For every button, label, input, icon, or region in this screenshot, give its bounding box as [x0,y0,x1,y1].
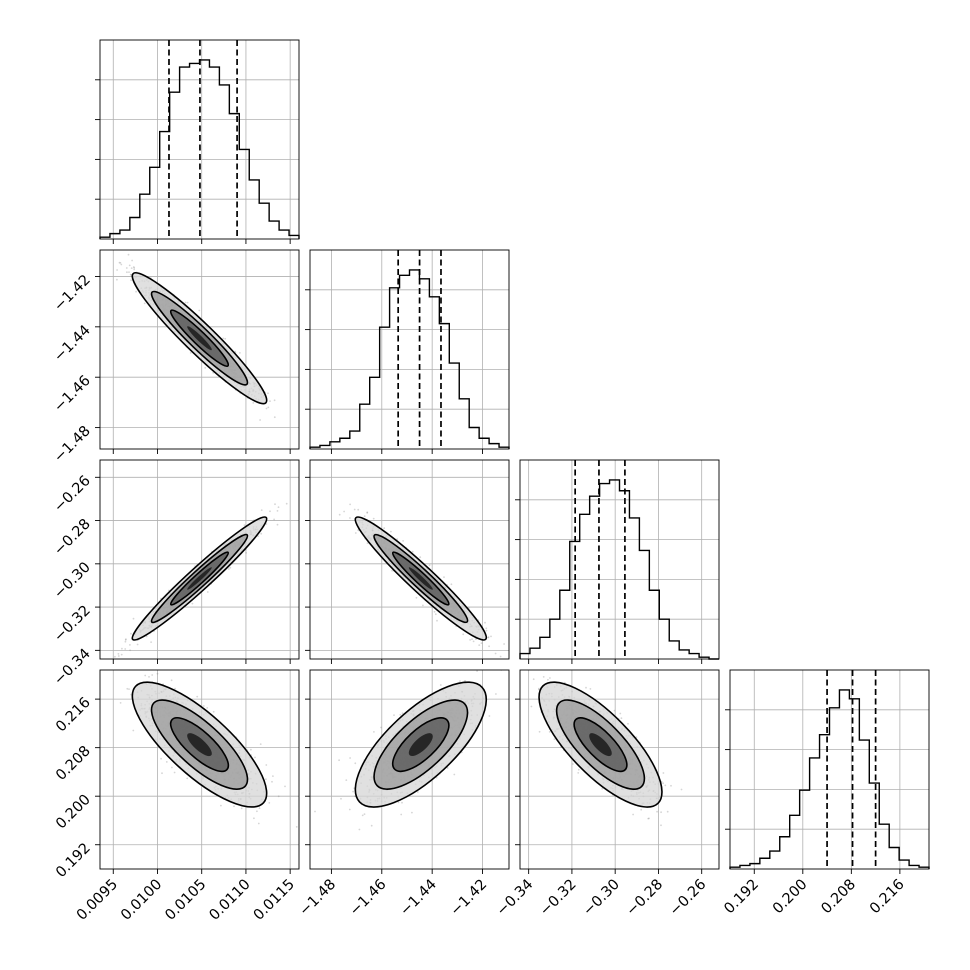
density-level-3-1-3 [408,733,433,757]
panel-frame-1-0 [99,249,300,450]
contour-1-0-0 [131,271,268,405]
panel-2-2 [515,459,720,664]
contour-3-1-2 [391,717,450,773]
contour-2-1-0 [354,516,488,641]
xtick-label-0-2: 0.0105 [162,877,209,924]
xtick-label-2-3: −0.28 [624,877,667,920]
histogram-3 [729,689,930,869]
panel-3-0: 0.1920.2000.2080.2160.00950.01000.01050.… [53,669,300,924]
xtick-label-2-0: −0.34 [494,877,537,920]
panel-frame-2-2 [519,459,720,660]
density-level-3-2-3 [589,733,612,757]
ytick-label-2-1: −0.32 [51,603,94,646]
contour-2-1-1 [373,533,469,624]
xtick-label-3-1: 0.200 [770,877,811,918]
ytick-label-2-3: −0.28 [51,516,94,559]
xtick-label-2-4: −0.26 [667,877,710,920]
xtick-label-3-2: 0.208 [819,877,860,918]
xtick-label-1-2: −1.44 [397,877,440,920]
panel-2-0: −0.34−0.32−0.30−0.28−0.26 [51,459,300,689]
density-level-1-0-3 [187,326,212,351]
panel-frame-3-3 [729,669,930,870]
histogram-1 [309,269,510,449]
panel-frame-2-0 [99,459,300,660]
panel-frame-2-1 [309,459,510,660]
contour-3-0-2 [169,717,230,773]
density-level-2-1-3 [408,567,433,590]
gridlines [520,460,719,659]
ytick-label-2-0: −0.34 [51,646,94,689]
ytick-label-3-2: 0.208 [53,743,94,784]
ytick-label-1-3: −1.42 [51,272,94,315]
contour-1-0-2 [169,309,230,368]
density-level-2-0-3 [187,567,212,590]
histogram-2 [519,479,719,660]
panel-1-0: −1.48 −1.46 −1.44 −1.42 [51,249,300,466]
contour-3-2-1 [555,699,646,791]
contour-1-0-1 [150,290,249,386]
contour-3-1-0 [354,681,488,808]
xtick-label-0-1: 0.0100 [118,877,165,924]
contour-3-1-1 [373,699,469,790]
xtick-label-1-0: −1.48 [297,877,340,920]
xtick-label-0-3: 0.0110 [207,877,254,924]
panel-3-2: −0.34 −0.32 −0.30 −0.28 −0.26 [494,669,720,920]
panel-frame-1-1 [309,249,510,450]
xtick-label-1-1: −1.46 [347,877,390,920]
ytick-label-1-1: −1.46 [51,373,94,416]
contour-2-0-0 [131,516,268,641]
contour-3-0-1 [150,699,249,790]
gridlines [310,460,509,659]
panel-0-0 [95,39,300,244]
ytick-label-3-0: 0.192 [53,840,94,881]
xtick-label-1-3: −1.42 [448,877,491,920]
xtick-label-2-1: −0.32 [537,877,580,920]
density-level-3-0-3 [187,733,212,757]
xtick-label-2-2: −0.30 [580,877,623,920]
xtick-label-3-0: 0.192 [721,877,762,918]
xtick-label-0-4: 0.0115 [251,877,298,924]
gridlines [310,250,509,449]
ytick-label-2-4: −0.26 [51,473,94,516]
contour-2-1-2 [391,551,450,606]
xtick-label-0-0: 0.0095 [74,877,121,924]
ytick-label-3-3: 0.216 [53,695,94,736]
panel-2-1 [305,459,510,664]
contour-2-0-2 [169,551,230,606]
xtick-label-3-3: 0.216 [867,877,908,918]
panel-frame-3-1 [309,669,510,870]
gridlines [730,670,929,869]
contour-3-2-2 [573,717,628,773]
contour-2-0-1 [150,533,249,624]
contour-3-0-0 [131,681,268,808]
panel-frame-0-0 [99,39,300,240]
ytick-label-2-2: −0.30 [51,559,94,602]
gridlines [100,460,299,659]
panel-3-1: −1.48 −1.46 −1.44 −1.42 [297,669,510,920]
panel-1-1 [305,249,510,454]
panel-frame-3-0 [99,669,300,870]
panel-3-3: 0.192 0.200 0.208 0.216 [721,669,930,918]
panel-frame-3-2 [519,669,720,870]
contour-3-2-0 [538,681,663,808]
ytick-label-3-1: 0.200 [53,792,94,833]
ytick-label-1-0: −1.48 [51,423,94,466]
ytick-label-1-2: −1.44 [51,322,94,365]
